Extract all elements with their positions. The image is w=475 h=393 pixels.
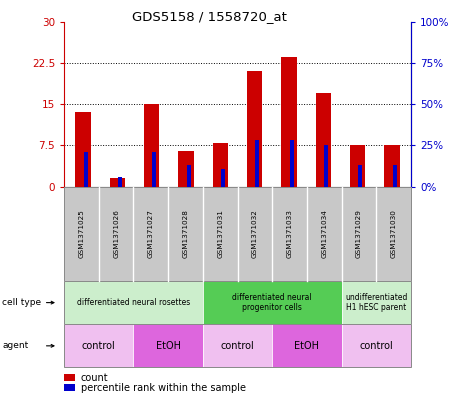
Text: GSM1371031: GSM1371031 [217, 209, 223, 258]
Bar [393, 165, 397, 187]
Text: GSM1371026: GSM1371026 [113, 209, 119, 258]
Bar [75, 112, 91, 187]
Text: GSM1371027: GSM1371027 [148, 209, 154, 258]
Text: percentile rank within the sample: percentile rank within the sample [81, 383, 246, 393]
Text: agent: agent [2, 342, 28, 350]
Bar [315, 93, 331, 187]
Text: control: control [359, 341, 393, 351]
Bar [324, 145, 328, 187]
Bar [110, 178, 125, 187]
Text: GDS5158 / 1558720_at: GDS5158 / 1558720_at [132, 10, 286, 23]
Text: differentiated neural
progenitor cells: differentiated neural progenitor cells [232, 293, 312, 312]
Text: count: count [81, 373, 108, 383]
Bar [256, 140, 259, 187]
Bar [187, 165, 191, 187]
Bar [221, 169, 225, 187]
Text: control: control [82, 341, 116, 351]
Text: control: control [220, 341, 255, 351]
Text: cell type: cell type [2, 298, 41, 307]
Bar [152, 152, 156, 187]
Bar [178, 151, 194, 187]
Text: GSM1371028: GSM1371028 [182, 209, 189, 258]
Text: EtOH: EtOH [294, 341, 319, 351]
Text: EtOH: EtOH [156, 341, 180, 351]
Bar [213, 143, 228, 187]
Text: GSM1371029: GSM1371029 [356, 209, 362, 258]
Text: GSM1371025: GSM1371025 [78, 209, 85, 258]
Text: undifferentiated
H1 hESC parent: undifferentiated H1 hESC parent [345, 293, 408, 312]
Bar [281, 57, 297, 187]
Text: GSM1371032: GSM1371032 [252, 209, 258, 258]
Bar [384, 145, 400, 187]
Text: GSM1371033: GSM1371033 [286, 209, 293, 258]
Bar [358, 165, 362, 187]
Bar [144, 104, 160, 187]
Text: GSM1371030: GSM1371030 [390, 209, 397, 258]
Bar [118, 177, 122, 187]
Text: GSM1371034: GSM1371034 [321, 209, 327, 258]
Text: differentiated neural rosettes: differentiated neural rosettes [77, 298, 190, 307]
Bar [84, 152, 88, 187]
Bar [247, 71, 262, 187]
Bar [350, 145, 365, 187]
Bar [290, 140, 294, 187]
